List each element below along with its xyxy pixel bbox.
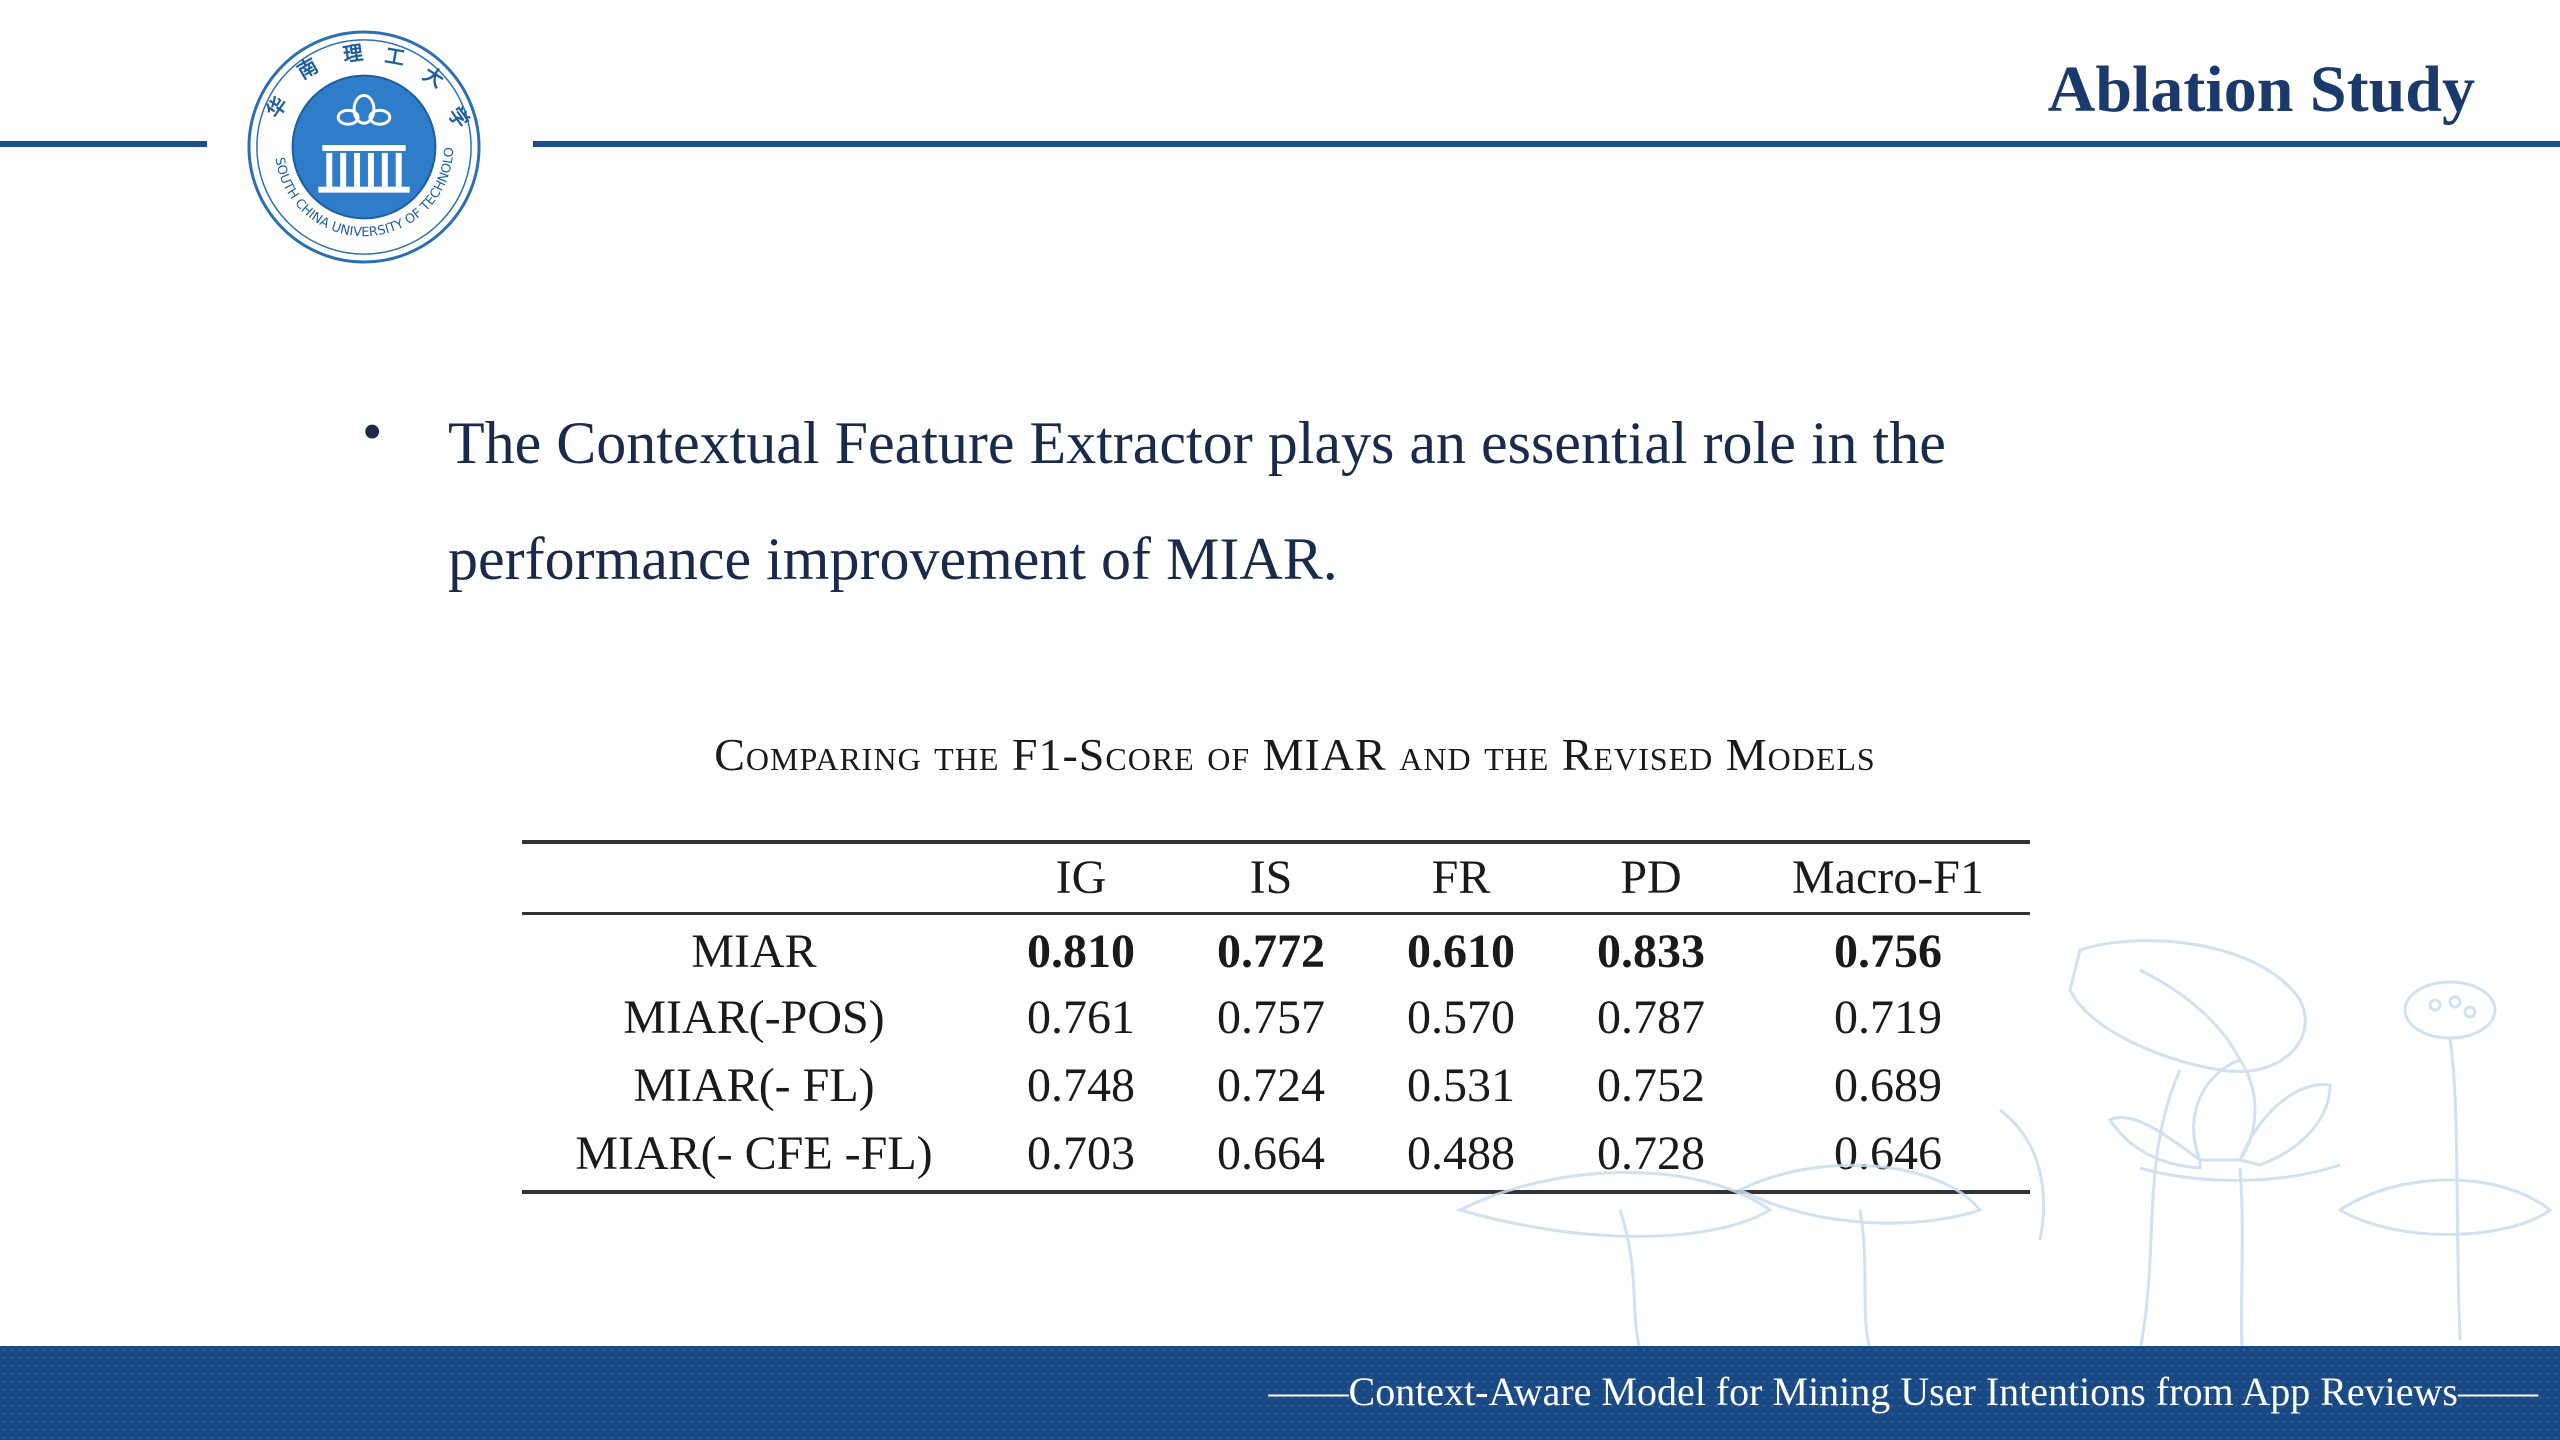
row-model-name: MIAR(- CFE -FL) bbox=[575, 1126, 933, 1180]
lotus-watermark-icon bbox=[1455, 939, 2553, 1350]
table-bottom-rule bbox=[522, 1190, 2030, 1194]
row-model-name: MIAR(-POS) bbox=[623, 990, 885, 1044]
cell-is: 0.772 bbox=[1217, 924, 1325, 978]
header-rule-right bbox=[533, 141, 2560, 147]
cell-macro-f1: 0.719 bbox=[1834, 990, 1942, 1044]
cell-is: 0.757 bbox=[1217, 990, 1325, 1044]
cell-ig: 0.810 bbox=[1027, 924, 1135, 978]
slide-title: Ablation Study bbox=[2047, 53, 2475, 126]
table-top-rule bbox=[522, 840, 2030, 844]
table-header-row: IG IS FR PD Macro-F1 bbox=[522, 840, 2030, 915]
results-table: IG IS FR PD Macro-F1 MIAR 0.810 0.772 0.… bbox=[522, 840, 2030, 1187]
cell-ig: 0.703 bbox=[1027, 1126, 1135, 1180]
table-caption: Comparing the F1-Score of MIAR and the R… bbox=[520, 728, 2070, 781]
table-row: MIAR(- FL) 0.748 0.724 0.531 0.752 0.689 bbox=[522, 1051, 2030, 1119]
cell-pd: 0.787 bbox=[1597, 990, 1705, 1044]
svg-text:理: 理 bbox=[342, 41, 365, 67]
cell-pd: 0.752 bbox=[1597, 1058, 1705, 1112]
cell-ig: 0.761 bbox=[1027, 990, 1135, 1044]
header-cell-model bbox=[522, 840, 986, 915]
header-cell-fr: FR bbox=[1431, 851, 1491, 904]
cell-is: 0.664 bbox=[1217, 1126, 1325, 1180]
svg-text:工: 工 bbox=[383, 44, 407, 70]
cell-fr: 0.531 bbox=[1407, 1058, 1515, 1112]
header-cell-ig: IG bbox=[1055, 851, 1107, 904]
cell-is: 0.724 bbox=[1217, 1058, 1325, 1112]
header-cell-is: IS bbox=[1249, 851, 1293, 904]
row-model-name: MIAR(- FL) bbox=[633, 1058, 875, 1112]
cell-ig: 0.748 bbox=[1027, 1058, 1135, 1112]
table-header-rule bbox=[522, 912, 2030, 915]
table-row: MIAR 0.810 0.772 0.610 0.833 0.756 bbox=[522, 915, 2030, 983]
bullet-text: The Contextual Feature Extractor plays a… bbox=[448, 410, 1946, 592]
cell-pd: 0.728 bbox=[1597, 1126, 1705, 1180]
table-row: MIAR(-POS) 0.761 0.757 0.570 0.787 0.719 bbox=[522, 983, 2030, 1051]
table-row: MIAR(- CFE -FL) 0.703 0.664 0.488 0.728 … bbox=[522, 1119, 2030, 1187]
cell-macro-f1: 0.689 bbox=[1834, 1058, 1942, 1112]
cell-macro-f1: 0.756 bbox=[1834, 924, 1942, 978]
cell-fr: 0.488 bbox=[1407, 1126, 1515, 1180]
footer-bar: ——Context-Aware Model for Mining User In… bbox=[0, 1346, 2560, 1440]
row-model-name: MIAR bbox=[691, 924, 817, 978]
cell-macro-f1: 0.646 bbox=[1834, 1126, 1942, 1180]
bullet-marker: • bbox=[362, 399, 383, 464]
university-seal-icon: 华 南 理 工 大 学 SOUTH CHINA UNIVERSITY OF TE… bbox=[245, 28, 481, 264]
header-cell-macro-f1: Macro-F1 bbox=[1792, 851, 1984, 904]
cell-fr: 0.610 bbox=[1407, 924, 1515, 978]
cell-fr: 0.570 bbox=[1407, 990, 1515, 1044]
table-caption-text: Comparing the F1-Score of MIAR and the R… bbox=[714, 729, 1876, 780]
cell-pd: 0.833 bbox=[1597, 924, 1705, 978]
header-rule-left bbox=[0, 141, 207, 147]
header-cell-pd: PD bbox=[1620, 851, 1682, 904]
footer-text: ——Context-Aware Model for Mining User In… bbox=[1268, 1369, 2538, 1414]
